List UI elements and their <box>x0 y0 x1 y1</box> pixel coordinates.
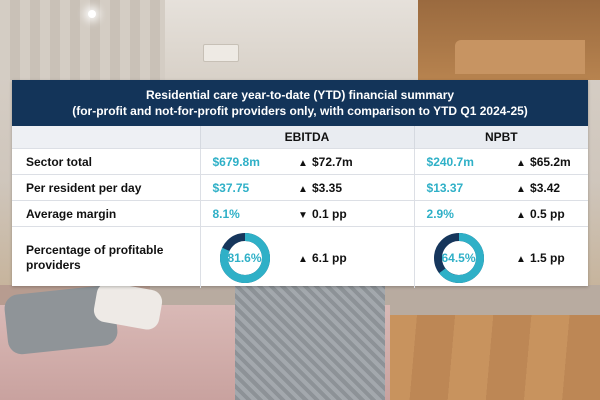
npbt-donut-svg <box>433 232 484 283</box>
ebitda-header: EBITDA <box>199 126 415 149</box>
summary-subtitle: (for-profit and not-for-profit providers… <box>72 104 528 118</box>
ebitda-change-text: $72.7m <box>312 154 353 169</box>
row-label: Percentage of profitable providers <box>12 226 200 288</box>
profitable-label-line1: Percentage of profitable <box>26 242 164 257</box>
summary-title: Residential care year-to-date (YTD) fina… <box>145 88 455 102</box>
summary-table: EBITDA NPBT Sector total $679.8m ▲ $72.7m… <box>12 126 589 288</box>
npbt-header: NPBT <box>413 126 589 149</box>
npbt-donut-chart: 64.5% <box>433 232 485 284</box>
triangle-up-icon: ▲ <box>516 157 526 169</box>
ebitda-donut-svg <box>219 232 270 283</box>
profitable-label-line2: providers <box>26 257 81 272</box>
wood-shelf <box>455 40 585 74</box>
triangle-up-icon: ▲ <box>516 253 526 265</box>
ebitda-change: ▲ $72.7m <box>298 148 415 175</box>
ebitda-change-text: $3.35 <box>312 180 343 195</box>
ebitda-value: $679.8m <box>199 148 298 175</box>
row-label: Per resident per day <box>12 174 200 201</box>
npbt-change: ▲ 1.5 pp <box>516 226 589 288</box>
npbt-change-text: 1.5 pp <box>530 250 565 265</box>
ebitda-value: $37.75 <box>199 174 298 201</box>
npbt-donut-label: 64.5% <box>441 250 476 265</box>
ebitda-change-text: 0.1 pp <box>312 206 347 221</box>
npbt-value: $240.7m <box>413 148 517 175</box>
npbt-change: ▲ $3.42 <box>516 174 589 201</box>
knitted-throw <box>235 285 385 400</box>
npbt-donut-share <box>433 232 484 283</box>
npbt-value: $13.37 <box>413 174 517 201</box>
profitable-label: Percentage of profitable providers <box>26 243 200 273</box>
ebitda-change: ▼ 0.1 pp <box>298 200 415 227</box>
ebitda-donut-cell: 81.6% <box>199 226 298 288</box>
npbt-change: ▲ 0.5 pp <box>516 200 589 227</box>
npbt-change-text: $3.42 <box>530 180 561 195</box>
financial-summary-card: Residential care year-to-date (YTD) fina… <box>12 80 589 288</box>
npbt-change: ▲ $65.2m <box>516 148 589 175</box>
npbt-donut-cell: 64.5% <box>413 226 517 288</box>
ebitda-donut-share <box>219 232 270 283</box>
ebitda-change: ▲ $3.35 <box>298 174 415 201</box>
ebitda-value: 8.1% <box>199 200 298 227</box>
table-row: Per resident per day $37.75 ▲ $3.35 $13.3… <box>12 174 589 201</box>
npbt-change-text: $65.2m <box>530 154 571 169</box>
ebitda-change: ▲ 6.1 pp <box>298 226 415 288</box>
ebitda-donut-chart: 81.6% <box>219 232 271 284</box>
ebitda-change-text: 6.1 pp <box>312 250 347 265</box>
triangle-up-icon: ▲ <box>516 183 526 195</box>
summary-header: Residential care year-to-date (YTD) fina… <box>12 80 588 126</box>
npbt-change-text: 0.5 pp <box>530 206 565 221</box>
npbt-value: 2.9% <box>413 200 517 227</box>
table-row: Sector total $679.8m ▲ $72.7m $240.7m ▲ $6… <box>12 148 589 175</box>
curtain <box>0 0 165 80</box>
triangle-up-icon: ▲ <box>298 183 308 195</box>
row-label: Average margin <box>12 200 200 227</box>
blank-header-cell <box>12 126 200 149</box>
ceiling-vent <box>203 44 239 62</box>
triangle-up-icon: ▲ <box>516 209 526 221</box>
ebitda-donut-label: 81.6% <box>227 250 262 265</box>
row-label: Sector total <box>12 148 200 175</box>
triangle-down-icon: ▼ <box>298 209 308 221</box>
table-row: Average margin 8.1% ▼ 0.1 pp 2.9% ▲ 0.5 pp <box>12 200 589 227</box>
ceiling-light <box>88 10 96 18</box>
triangle-up-icon: ▲ <box>298 157 308 169</box>
column-header-row: EBITDA NPBT <box>12 126 589 149</box>
triangle-up-icon: ▲ <box>298 253 308 265</box>
table-row: Percentage of profitable providers 81.6%… <box>12 226 589 288</box>
